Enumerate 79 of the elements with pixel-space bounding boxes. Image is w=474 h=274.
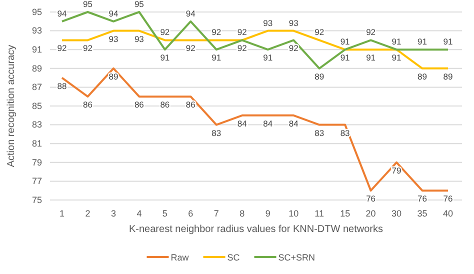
x-tick-label: 10 — [288, 208, 299, 218]
x-tick-label: 8 — [240, 208, 245, 218]
x-tick-label: 1 — [59, 208, 65, 218]
data-label: 93 — [134, 34, 144, 44]
data-label: 89 — [108, 71, 118, 82]
data-label: 92 — [186, 43, 196, 54]
data-label: 88 — [57, 80, 67, 91]
y-tick-label: 83 — [32, 120, 42, 130]
data-label: 86 — [134, 100, 144, 110]
y-tick-label: 91 — [32, 44, 42, 54]
x-tick-label: 20 — [366, 208, 376, 218]
data-label: 92 — [212, 27, 222, 38]
data-label: 91 — [392, 36, 402, 47]
x-tick-label: 3 — [110, 208, 116, 218]
data-label: 89 — [443, 71, 453, 82]
data-label: 91 — [443, 36, 453, 47]
y-tick-label: 95 — [32, 6, 42, 17]
y-tick-label: 93 — [32, 26, 42, 36]
data-label: 91 — [212, 52, 222, 63]
legend-label: Raw — [170, 252, 190, 262]
data-label: 86 — [83, 100, 93, 110]
data-label: 91 — [160, 52, 170, 63]
x-tick-label: 40 — [442, 208, 454, 218]
data-label: 91 — [392, 52, 402, 63]
data-label: 93 — [288, 18, 299, 28]
data-label: 86 — [160, 100, 170, 110]
data-label: 92 — [237, 27, 248, 38]
data-label: 91 — [340, 36, 350, 47]
data-label: 76 — [443, 194, 453, 204]
x-tick-label: 7 — [214, 208, 219, 218]
data-label: 92 — [83, 43, 93, 54]
data-label: 93 — [263, 18, 273, 28]
x-axis-title: K-nearest neighbor radius values for KNN-DTW networks — [129, 224, 383, 235]
data-label: 93 — [108, 34, 118, 44]
data-label: 76 — [366, 194, 376, 204]
data-label: 92 — [237, 43, 248, 54]
data-label: 83 — [314, 128, 324, 138]
data-label: 84 — [288, 118, 299, 128]
data-label: 91 — [366, 52, 376, 63]
data-label: 91 — [340, 52, 350, 63]
data-label: 92 — [288, 43, 299, 54]
data-label: 92 — [57, 43, 67, 54]
data-label: 92 — [366, 27, 376, 38]
data-label: 89 — [314, 71, 324, 82]
y-tick-label: 89 — [32, 63, 42, 74]
x-tick-label: 5 — [162, 208, 168, 218]
y-tick-label: 81 — [32, 138, 42, 148]
data-label: 83 — [212, 128, 222, 138]
x-tick-label: 4 — [136, 208, 142, 218]
data-label: 91 — [263, 52, 273, 63]
data-label: 79 — [392, 165, 402, 176]
y-tick-label: 75 — [32, 194, 42, 205]
data-label: 91 — [418, 36, 428, 47]
x-tick-label: 30 — [392, 208, 402, 218]
x-tick-label: 15 — [340, 208, 350, 218]
data-label: 94 — [57, 8, 67, 18]
y-tick-label: 85 — [32, 100, 42, 111]
data-label: 84 — [263, 118, 273, 128]
data-label: 95 — [83, 0, 93, 9]
x-tick-label: 2 — [85, 208, 90, 218]
legend-label: SC — [227, 252, 240, 262]
data-label: 92 — [314, 27, 324, 38]
data-label: 76 — [418, 194, 428, 204]
data-label: 92 — [160, 27, 170, 38]
data-label: 95 — [134, 0, 144, 9]
y-axis-title: Action recognition accuracy — [6, 44, 17, 168]
data-label: 94 — [108, 8, 118, 18]
data-label: 89 — [418, 71, 428, 82]
x-tick-label: 35 — [417, 208, 428, 218]
y-tick-label: 79 — [32, 157, 42, 168]
data-label: 84 — [237, 118, 248, 128]
data-label: 94 — [186, 8, 196, 18]
y-tick-label: 87 — [32, 82, 42, 92]
y-tick-label: 77 — [32, 176, 42, 186]
x-tick-label: 11 — [314, 208, 324, 218]
x-tick-label: 9 — [265, 208, 270, 218]
x-tick-label: 6 — [188, 208, 194, 218]
data-label: 86 — [186, 100, 196, 110]
legend-label: SC+SRN — [278, 252, 316, 262]
